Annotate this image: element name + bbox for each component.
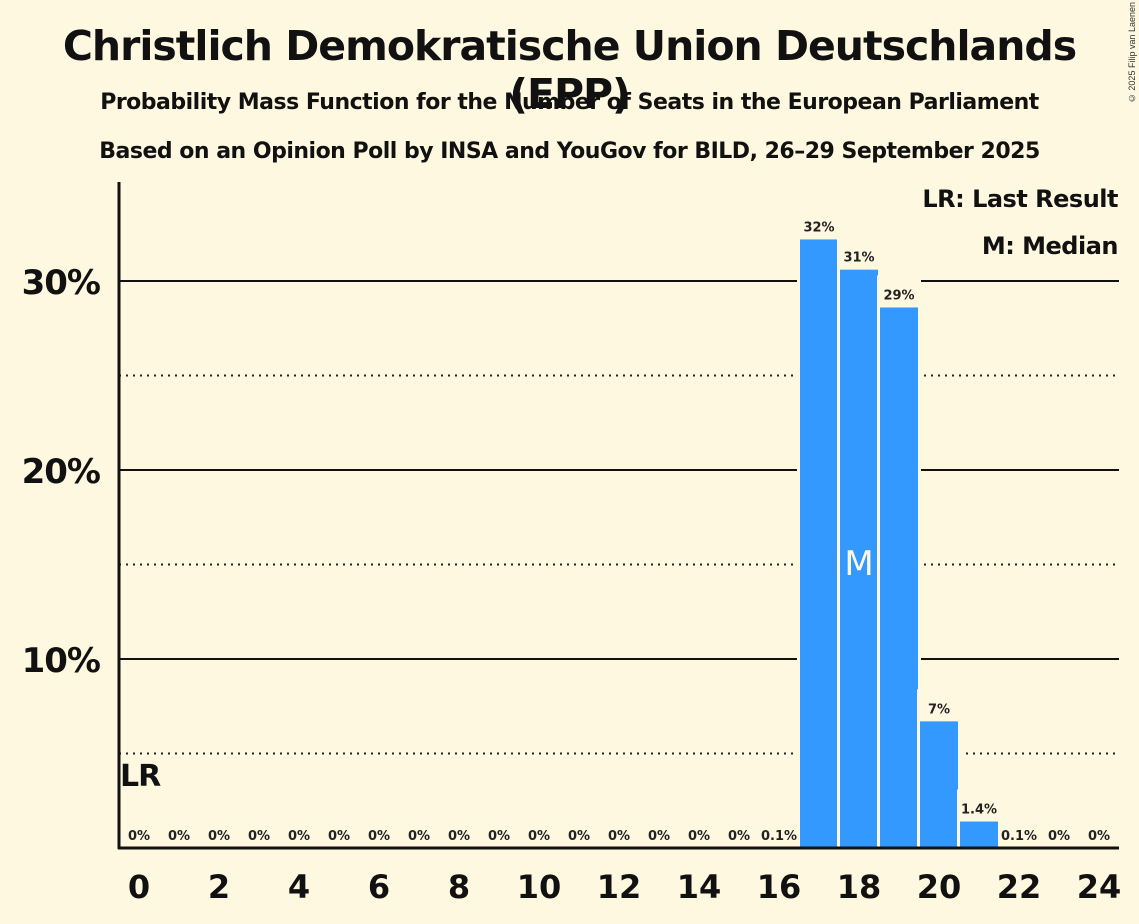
bar-value-label: 0% [1048, 829, 1070, 844]
median-marker: M [844, 544, 873, 584]
legend-median: M: Median [981, 232, 1119, 260]
x-tick-label: 18 [837, 868, 882, 906]
bar-value-label: 0% [248, 829, 270, 844]
bar-value-label: 0% [128, 829, 150, 844]
bar-value-label: 0% [728, 829, 750, 844]
gridlines [119, 280, 1119, 755]
bar-value-label: 29% [883, 288, 914, 303]
bars [797, 207, 1001, 849]
x-tick-label: 22 [997, 868, 1042, 906]
chart-title: Christlich Demokratische Union Deutschla… [62, 22, 1077, 118]
x-tick-label: 12 [597, 868, 642, 906]
bar-value-label: 0% [288, 829, 310, 844]
bar-value-label: 7% [928, 702, 950, 717]
bar [880, 307, 918, 849]
bar [840, 269, 878, 848]
x-tick-label: 4 [288, 868, 310, 906]
bar-value-label: 0% [408, 829, 430, 844]
legend-last-result: LR: Last Result [922, 185, 1118, 213]
x-tick-label: 16 [757, 868, 802, 906]
bar-value-label: 0% [368, 829, 390, 844]
y-axis-labels: 10% 20% 30% [22, 263, 101, 681]
x-tick-label: 20 [917, 868, 962, 906]
bar-value-label: 32% [803, 220, 834, 235]
x-axis-labels: 0 2 4 6 8 10 12 14 16 18 20 22 24 [128, 868, 1121, 906]
last-result-marker: LR [120, 759, 161, 794]
x-tick-label: 24 [1077, 868, 1122, 906]
markers: LR M [120, 544, 874, 794]
bar-value-label: 1.4% [961, 803, 997, 818]
bar-value-label: 0% [208, 829, 230, 844]
bar-value-label: 0.1% [1001, 829, 1037, 844]
bar-labels: 0% 0% 0% 0% 0% 0% 0% 0% 0% 0% 0% 0% 0% 0% 0% 0% 0.1% 32% 3… [128, 220, 1110, 844]
y-tick-label: 30% [22, 263, 100, 303]
y-tick-label: 10% [22, 641, 100, 681]
bar-value-label: 0% [648, 829, 670, 844]
bar-value-label: 0% [168, 829, 190, 844]
bar-value-label: 0% [488, 829, 510, 844]
bar-value-label: 0% [568, 829, 590, 844]
y-tick-label: 20% [22, 452, 100, 492]
bar-value-label: 0% [1088, 829, 1110, 844]
x-tick-label: 0 [128, 868, 150, 906]
x-tick-label: 14 [677, 868, 722, 906]
axes [117, 182, 1119, 850]
bar-value-label: 31% [843, 251, 874, 266]
bar-value-label: 0% [328, 829, 350, 844]
chart-source: Based on an Opinion Poll by INSA and You… [99, 139, 1040, 164]
bar [960, 821, 998, 848]
bar-value-label: 0.1% [761, 829, 797, 844]
x-tick-label: 6 [368, 868, 390, 906]
x-tick-label: 8 [448, 868, 470, 906]
bar-value-label: 0% [688, 829, 710, 844]
bar [920, 721, 958, 848]
bar-value-label: 0% [448, 829, 470, 844]
x-tick-label: 2 [208, 868, 230, 906]
bar [800, 239, 838, 849]
x-tick-label: 10 [517, 868, 562, 906]
bar-value-label: 0% [608, 829, 630, 844]
chart-subtitle: Probability Mass Function for the Number… [100, 90, 1039, 115]
bar-value-label: 0% [528, 829, 550, 844]
